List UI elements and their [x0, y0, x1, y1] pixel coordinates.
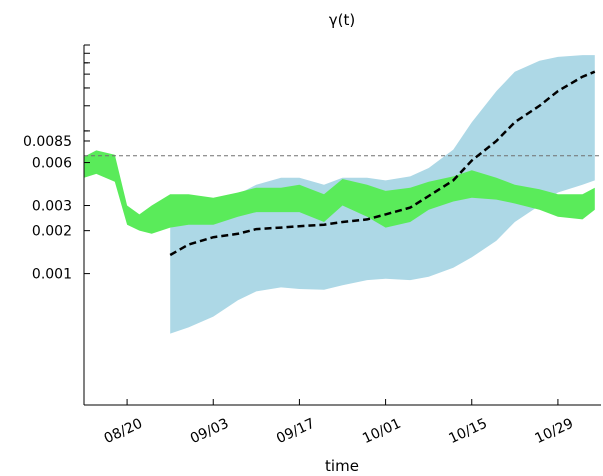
x-tick-label: 10/29	[533, 416, 576, 448]
x-tick-label: 09/03	[188, 416, 231, 448]
x-tick-label: 08/20	[102, 416, 145, 448]
plot-area: 0.0085 0.006 0.003 0.002 0.001 08/20 09/03 09/1…	[23, 44, 601, 448]
x-tick-label: 10/01	[360, 416, 403, 448]
x-axis-title: time	[325, 457, 359, 475]
uncertainty-band-1	[84, 150, 595, 234]
x-tick-label: 10/15	[446, 416, 489, 448]
y-tick-label: 0.002	[32, 224, 72, 240]
y-tick-label: 0.001	[32, 267, 72, 283]
series-line-2	[169, 70, 596, 257]
chart-title: γ(t)	[329, 11, 355, 29]
y-tick-label: 0.0085	[23, 134, 72, 150]
y-tick-label: 0.006	[32, 156, 72, 172]
x-tick-label: 09/17	[274, 416, 317, 448]
y-tick-label: 0.003	[32, 199, 72, 215]
